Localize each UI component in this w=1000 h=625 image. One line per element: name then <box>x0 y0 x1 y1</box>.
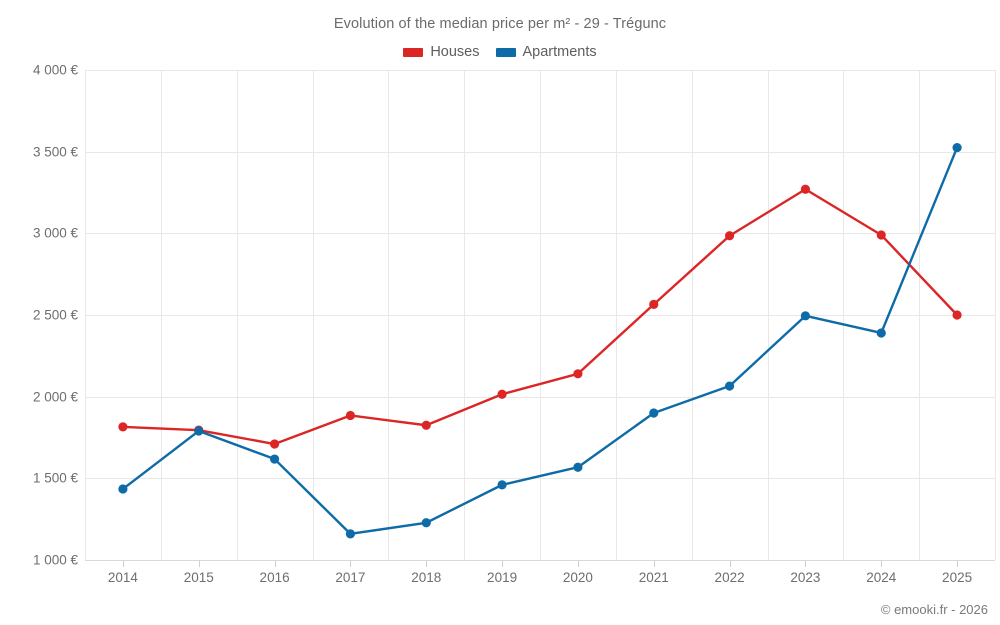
data-point[interactable] <box>421 518 431 528</box>
data-point[interactable] <box>345 410 356 421</box>
data-point[interactable] <box>345 529 356 539</box>
footer-credit: © emooki.fr - 2026 <box>880 602 988 617</box>
page-title: Evolution of the median price per m² - 2… <box>333 16 667 32</box>
data-point[interactable] <box>649 299 659 309</box>
x-axis-tick-label: 2024 <box>866 570 897 585</box>
data-point[interactable] <box>573 369 583 379</box>
x-axis-tick-label: 2017 <box>335 570 366 585</box>
y-axis-tick-label: 3 000 € <box>32 225 78 241</box>
y-axis-tick-label: 1 500 € <box>32 470 78 486</box>
legend-item-houses[interactable]: Houses <box>403 44 480 60</box>
legend-label: Apartments <box>522 44 597 60</box>
data-point[interactable] <box>118 422 128 432</box>
legend-label: Houses <box>430 44 480 60</box>
series-line-houses <box>121 188 959 446</box>
series-line-apartments <box>121 146 959 536</box>
x-axis-tick-label: 2020 <box>562 570 593 585</box>
chart-legend: Houses Apartments <box>0 44 1000 60</box>
y-axis-tick-label: 2 000 € <box>32 389 78 405</box>
data-point[interactable] <box>269 454 280 464</box>
data-point[interactable] <box>269 439 280 449</box>
data-point[interactable] <box>876 328 886 338</box>
y-axis-labels: 1 000 € 1 500 € 2 000 € 2 500 € 3 000 € 3 500… <box>0 0 78 625</box>
data-point[interactable] <box>118 484 128 494</box>
data-point[interactable] <box>497 389 507 399</box>
y-axis-tick-label: 4 000 € <box>32 62 78 78</box>
legend-item-apartments[interactable]: Apartments <box>495 44 597 60</box>
data-point[interactable] <box>497 480 507 490</box>
x-axis-tick-label: 2021 <box>638 570 669 585</box>
data-point[interactable] <box>194 426 204 436</box>
data-point[interactable] <box>421 420 431 430</box>
data-point[interactable] <box>724 381 735 391</box>
x-axis-tick-label: 2016 <box>259 570 290 585</box>
data-point[interactable] <box>724 231 735 241</box>
x-axis-tick-label: 2014 <box>107 570 138 585</box>
x-axis-tick-label: 2018 <box>411 570 442 585</box>
x-axis-tick-label: 2023 <box>790 570 821 585</box>
data-point[interactable] <box>952 310 962 320</box>
x-axis-tick-label: 2015 <box>183 570 214 585</box>
legend-swatch-icon <box>495 47 516 57</box>
data-point[interactable] <box>800 311 811 321</box>
data-point[interactable] <box>952 142 962 153</box>
x-axis-tick-label: 2022 <box>714 570 745 585</box>
legend-swatch-icon <box>403 47 424 57</box>
y-axis-tick-label: 2 500 € <box>32 307 78 323</box>
data-point[interactable] <box>800 184 811 194</box>
data-point[interactable] <box>573 462 583 472</box>
data-point[interactable] <box>649 408 659 418</box>
y-axis-tick-label: 1 000 € <box>32 552 78 568</box>
x-axis-tick-label: 2025 <box>942 570 973 585</box>
x-axis-tick-label: 2019 <box>487 570 518 585</box>
data-point[interactable] <box>876 230 886 240</box>
y-axis-tick-label: 3 500 € <box>32 144 78 160</box>
